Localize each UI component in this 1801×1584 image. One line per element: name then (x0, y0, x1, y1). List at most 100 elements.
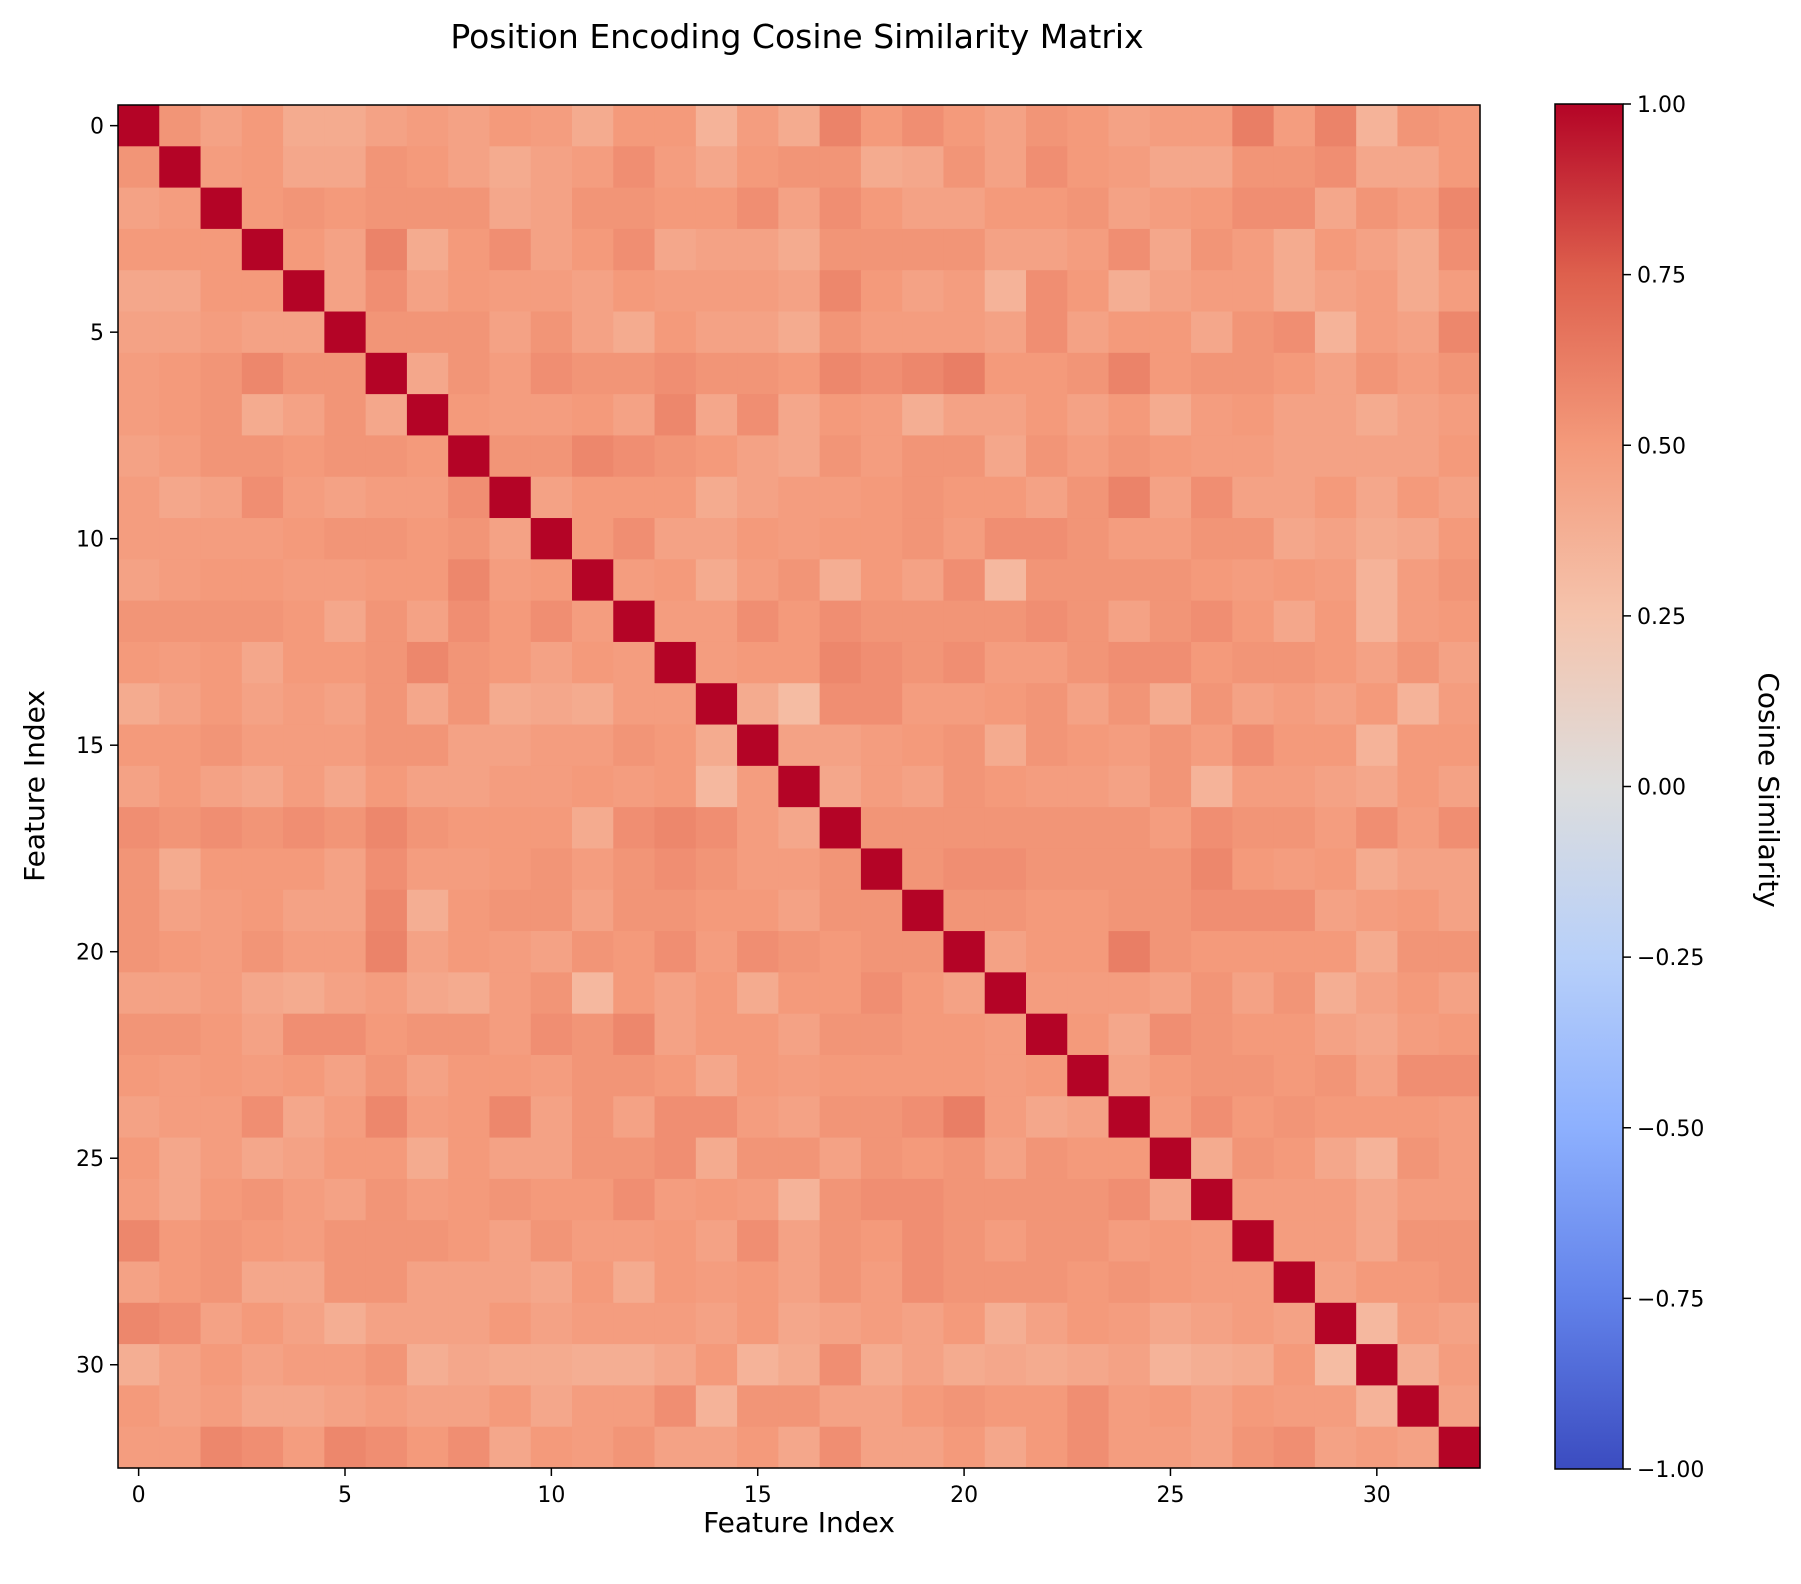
heatmap-cell (1067, 890, 1109, 932)
heatmap-cell (531, 766, 573, 808)
heatmap-cell (1067, 353, 1109, 395)
heatmap-cell (902, 931, 944, 973)
heatmap-cell (696, 229, 738, 271)
heatmap-cell (283, 312, 325, 354)
heatmap-cell (655, 353, 697, 395)
heatmap-cell (242, 435, 284, 477)
heatmap-cell (696, 931, 738, 973)
heatmap-cell (1109, 1055, 1151, 1097)
heatmap-cell (737, 725, 779, 767)
heatmap-cell (1232, 435, 1274, 477)
heatmap-cell (902, 683, 944, 725)
heatmap-cell (1191, 353, 1233, 395)
heatmap-cell (613, 518, 655, 560)
heatmap-cell (1397, 1179, 1439, 1221)
heatmap-cell (201, 1138, 243, 1180)
heatmap-cell (1026, 931, 1068, 973)
heatmap-cell (572, 1179, 614, 1221)
heatmap-cell (943, 229, 985, 271)
heatmap-cell (407, 477, 449, 519)
heatmap-cell (324, 848, 366, 890)
heatmap-cell (778, 229, 820, 271)
heatmap-cell (1150, 972, 1192, 1014)
heatmap-cell (902, 1303, 944, 1345)
heatmap-cell (572, 1014, 614, 1056)
heatmap-cell (943, 518, 985, 560)
heatmap-cell (861, 683, 903, 725)
heatmap-cell (118, 1138, 160, 1180)
heatmap-cell (1150, 312, 1192, 354)
heatmap-cell (572, 188, 614, 230)
heatmap-cell (324, 1014, 366, 1056)
heatmap-cell (531, 642, 573, 684)
heatmap-cell (1191, 683, 1233, 725)
heatmap-cell (531, 725, 573, 767)
heatmap-cell (1067, 931, 1109, 973)
heatmap-cell (820, 312, 862, 354)
heatmap-cell (448, 105, 490, 147)
heatmap-cell (1274, 1138, 1316, 1180)
heatmap-cell (1191, 848, 1233, 890)
heatmap-cell (572, 848, 614, 890)
heatmap-cell (1439, 601, 1481, 643)
heatmap-cell (283, 477, 325, 519)
heatmap-cell (1067, 1179, 1109, 1221)
heatmap-cell (448, 435, 490, 477)
heatmap-cell (572, 146, 614, 188)
heatmap-cell (985, 1261, 1027, 1303)
heatmap-cell (737, 188, 779, 230)
heatmap-cell (902, 1344, 944, 1386)
heatmap-cell (820, 1138, 862, 1180)
heatmap-cell (324, 1179, 366, 1221)
heatmap-cell (861, 1179, 903, 1221)
colorbar-ticks: 1.000.750.500.250.00−0.25−0.50−0.75−1.00 (1623, 93, 1704, 1483)
heatmap-cell (778, 1427, 820, 1469)
heatmap-cell (696, 518, 738, 560)
heatmap-cell (159, 1261, 201, 1303)
colorbar (1555, 104, 1623, 1469)
heatmap-cell (1067, 642, 1109, 684)
heatmap-cell (1274, 518, 1316, 560)
heatmap-cell (1191, 270, 1233, 312)
heatmap-cell (1150, 1096, 1192, 1138)
heatmap-cell (861, 1261, 903, 1303)
heatmap-cell (1315, 1261, 1357, 1303)
heatmap-cell (820, 725, 862, 767)
heatmap-cell (943, 146, 985, 188)
heatmap-cell (366, 188, 408, 230)
heatmap-cell (1191, 1261, 1233, 1303)
heatmap-cell (448, 229, 490, 271)
heatmap-cell (242, 188, 284, 230)
heatmap-cell (1109, 807, 1151, 849)
heatmap-cell (985, 229, 1027, 271)
heatmap-cell (366, 146, 408, 188)
heatmap-cell (655, 559, 697, 601)
heatmap-cell (1274, 642, 1316, 684)
heatmap-cell (985, 1344, 1027, 1386)
heatmap-cell (655, 931, 697, 973)
heatmap-cell (1026, 1427, 1068, 1469)
heatmap-cell (1356, 1014, 1398, 1056)
heatmap-cell (118, 1014, 160, 1056)
heatmap-cell (861, 146, 903, 188)
heatmap-cell (407, 518, 449, 560)
heatmap-cell (861, 229, 903, 271)
heatmap-cell (613, 1303, 655, 1345)
heatmap-cell (655, 518, 697, 560)
heatmap-cell (902, 435, 944, 477)
heatmap-cell (159, 559, 201, 601)
heatmap-cell (985, 642, 1027, 684)
heatmap-cell (861, 105, 903, 147)
heatmap-cell (159, 394, 201, 436)
heatmap-cell (201, 1220, 243, 1262)
y-tick-label: 10 (76, 528, 104, 553)
heatmap-cell (1397, 601, 1439, 643)
heatmap-cell (1026, 1138, 1068, 1180)
heatmap-cell (407, 1138, 449, 1180)
heatmap-cell (1356, 1303, 1398, 1345)
x-axis-ticks: 0 5 10 15 20 25 30 (132, 1468, 1391, 1508)
heatmap-cell (737, 1179, 779, 1221)
heatmap-cell (1356, 229, 1398, 271)
heatmap-cell (489, 1220, 531, 1262)
heatmap-cell (985, 559, 1027, 601)
